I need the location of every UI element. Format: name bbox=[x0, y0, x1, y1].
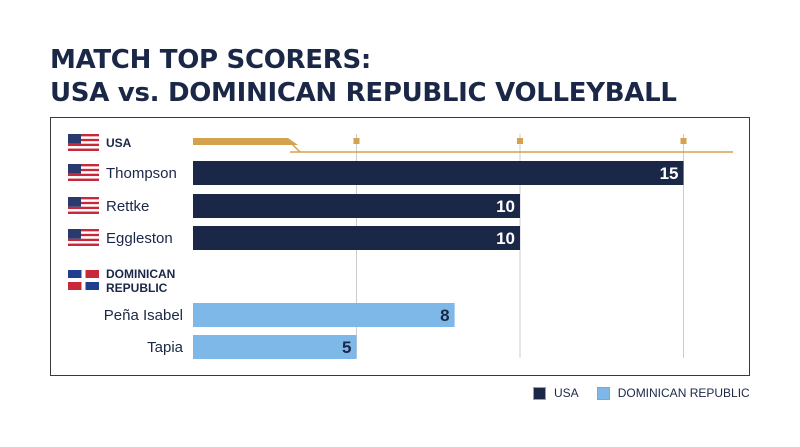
group-label-dominican-republic-line-2: REPUBLIC bbox=[106, 281, 168, 295]
usa-flag-icon bbox=[68, 134, 99, 151]
legend-label-dominican-republic: DOMINICAN REPUBLIC bbox=[617, 386, 750, 400]
chart-frame bbox=[50, 117, 750, 376]
accent-connector bbox=[287, 139, 301, 153]
bar-dominican-republic bbox=[193, 335, 357, 359]
accent-bar bbox=[193, 138, 298, 145]
chart-title-line-1: MATCH TOP SCORERS: bbox=[50, 45, 371, 75]
legend-label-usa: USA bbox=[554, 386, 579, 400]
group-label-usa: USA bbox=[106, 136, 132, 150]
bar-value-label: 10 bbox=[496, 197, 515, 216]
bar-value-label: 8 bbox=[440, 306, 449, 325]
bar-dominican-republic bbox=[193, 303, 455, 327]
usa-flag-icon bbox=[68, 229, 99, 246]
grid-tick-marker bbox=[680, 138, 687, 144]
chart-title-line-2: USA vs. DOMINICAN REPUBLIC VOLLEYBALL bbox=[50, 78, 677, 108]
legend-swatch-usa bbox=[533, 386, 546, 400]
bar-value-label: 10 bbox=[496, 229, 515, 248]
grid-tick-marker bbox=[353, 138, 360, 144]
player-name: Eggleston bbox=[106, 230, 173, 247]
legend-item-usa: USA bbox=[533, 386, 579, 400]
player-name: Tapia bbox=[147, 339, 184, 356]
chart-title: MATCH TOP SCORERS: USA vs. DOMINICAN REP… bbox=[50, 44, 770, 110]
bar-value-label: 15 bbox=[660, 164, 679, 183]
dominican-republic-flag-icon bbox=[68, 270, 99, 290]
bar-usa bbox=[193, 226, 520, 250]
player-name: Rettke bbox=[106, 198, 149, 215]
bar-usa bbox=[193, 194, 520, 218]
legend: USA DOMINICAN REPUBLIC bbox=[533, 385, 768, 401]
legend-item-dominican-republic: DOMINICAN REPUBLIC bbox=[596, 386, 750, 400]
grid-tick-marker bbox=[517, 138, 523, 144]
usa-flag-icon bbox=[68, 164, 99, 181]
group-label-dominican-republic-line-1: DOMINICAN bbox=[106, 267, 175, 281]
usa-flag-icon bbox=[68, 197, 99, 214]
player-name: Peña Isabel bbox=[104, 307, 183, 324]
legend-swatch-dominican-republic bbox=[596, 386, 610, 400]
player-name: Thompson bbox=[106, 165, 177, 182]
bar-usa bbox=[193, 161, 684, 185]
bar-value-label: 5 bbox=[342, 338, 351, 357]
